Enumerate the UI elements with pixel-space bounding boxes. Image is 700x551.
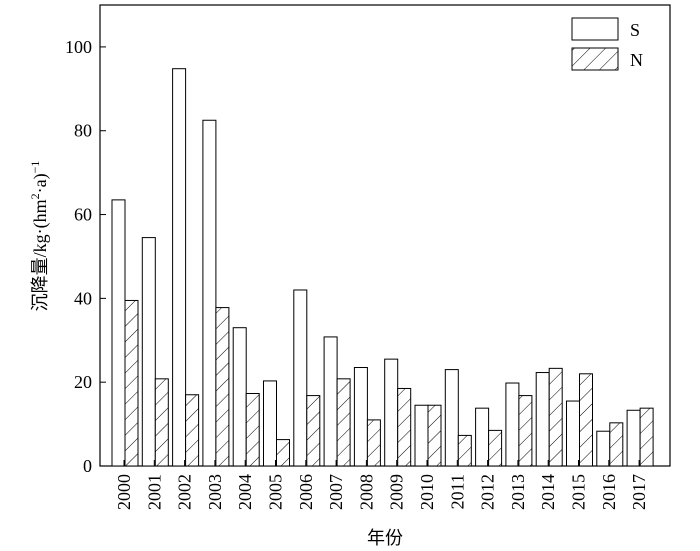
legend-swatch-s bbox=[571, 17, 619, 41]
bar-n-2017 bbox=[639, 407, 654, 467]
bar-n-2003 bbox=[215, 307, 230, 467]
x-axis-title: 年份 bbox=[367, 528, 403, 548]
bar-n-2013 bbox=[518, 395, 533, 467]
bar-n-2001 bbox=[154, 378, 169, 467]
bar-s-2016 bbox=[596, 430, 611, 467]
bar-n-2000 bbox=[124, 299, 139, 467]
bar-n-2008 bbox=[366, 419, 381, 467]
bar-s-2003 bbox=[202, 119, 217, 467]
bar-s-2010 bbox=[414, 404, 429, 467]
x-tick-label-2011: 2011 bbox=[447, 474, 467, 509]
bar-n-2014 bbox=[548, 367, 563, 467]
x-tick-label-2009: 2009 bbox=[387, 474, 407, 510]
y-axis: 0 20 40 60 80 100 bbox=[65, 37, 106, 476]
legend: S N bbox=[571, 17, 643, 71]
bar-s-2009 bbox=[384, 358, 399, 467]
bar-n-2004 bbox=[245, 392, 260, 467]
bar-s-2004 bbox=[232, 327, 247, 467]
y-axis-title-sup-2: −1 bbox=[28, 161, 42, 174]
x-tick-label-2000: 2000 bbox=[114, 474, 134, 510]
bar-s-2006 bbox=[293, 289, 308, 467]
y-axis-title-mid: ·a) bbox=[30, 173, 51, 193]
x-axis: 2000 2001 2002 2003 2004 2005 2006 2007 2008 2009… bbox=[114, 460, 649, 510]
y-tick-label: 40 bbox=[74, 288, 92, 308]
legend-swatch-n bbox=[571, 47, 619, 71]
bar-s-2002 bbox=[172, 68, 187, 467]
x-tick-label-2010: 2010 bbox=[417, 474, 437, 510]
bar-s-2007 bbox=[323, 336, 338, 467]
x-tick-label-2007: 2007 bbox=[326, 474, 346, 510]
legend-label-s: S bbox=[630, 20, 640, 40]
bar-n-2010 bbox=[427, 404, 442, 467]
bar-n-2007 bbox=[336, 378, 351, 467]
x-tick-label-2013: 2013 bbox=[508, 474, 528, 510]
legend-label-n: N bbox=[630, 50, 643, 70]
y-tick-label: 100 bbox=[65, 37, 92, 57]
bar-s-2011 bbox=[444, 369, 459, 467]
x-tick-label-2014: 2014 bbox=[538, 474, 558, 510]
x-tick-label-2004: 2004 bbox=[235, 474, 255, 510]
bar-s-2017 bbox=[626, 409, 641, 467]
bar-s-2001 bbox=[141, 237, 156, 467]
bar-s-2008 bbox=[353, 367, 368, 467]
y-axis-title-sup-1: 2 bbox=[28, 193, 42, 199]
x-tick-label-2012: 2012 bbox=[478, 474, 498, 510]
bar-n-2012 bbox=[488, 429, 503, 467]
bar-n-2009 bbox=[397, 387, 412, 467]
y-axis-title-main: 沉降量/kg·(hm bbox=[30, 199, 51, 311]
bars-group bbox=[111, 68, 654, 467]
bar-s-2000 bbox=[111, 199, 126, 467]
x-tick-label-2003: 2003 bbox=[205, 474, 225, 510]
x-tick-label-2002: 2002 bbox=[175, 474, 195, 510]
x-tick-label-2001: 2001 bbox=[144, 474, 164, 510]
x-tick-label-2008: 2008 bbox=[356, 474, 376, 510]
x-tick-label-2017: 2017 bbox=[629, 474, 649, 510]
x-tick-label-2006: 2006 bbox=[296, 474, 316, 510]
y-tick-label: 60 bbox=[74, 205, 92, 225]
bar-n-2005 bbox=[276, 439, 290, 467]
bar-n-2015 bbox=[579, 373, 593, 467]
bar-n-2011 bbox=[457, 434, 472, 467]
x-tick-label-2016: 2016 bbox=[599, 474, 619, 510]
bar-s-2005 bbox=[263, 380, 277, 467]
y-tick-label: 80 bbox=[74, 121, 92, 141]
x-tick-label-2015: 2015 bbox=[569, 474, 589, 510]
bar-n-2006 bbox=[306, 395, 321, 467]
bar-s-2015 bbox=[566, 400, 580, 467]
bar-n-2016 bbox=[609, 422, 624, 467]
bar-n-2002 bbox=[185, 394, 200, 467]
bar-s-2013 bbox=[505, 382, 520, 467]
y-tick-label: 0 bbox=[83, 456, 92, 476]
bar-s-2012 bbox=[475, 407, 490, 467]
bar-s-2014 bbox=[535, 372, 550, 467]
x-tick-label-2005: 2005 bbox=[266, 474, 286, 510]
y-axis-title: 沉降量/kg·(hm2·a)−1 bbox=[28, 161, 51, 312]
y-tick-label: 20 bbox=[74, 372, 92, 392]
